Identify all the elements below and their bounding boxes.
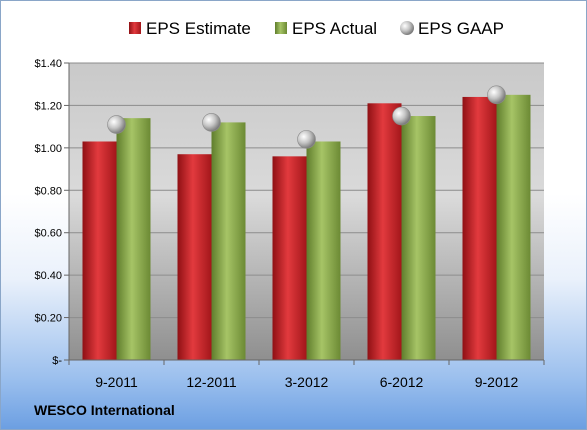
legend-marker-eps-gaap [400, 21, 414, 35]
x-tick-label: 12-2011 [186, 374, 237, 390]
y-tick-label: $0.40 [34, 270, 62, 282]
bar-eps-actual [496, 94, 531, 361]
x-tick-label: 6-2012 [380, 374, 424, 390]
bar-eps-estimate [82, 141, 117, 360]
bar-eps-estimate [367, 103, 402, 361]
marker-eps-gaap [392, 106, 411, 126]
x-tick-label: 3-2012 [285, 374, 329, 390]
marker-eps-gaap [487, 85, 506, 105]
bar-eps-actual [306, 141, 341, 360]
bar-eps-actual [401, 116, 436, 361]
x-tick-label: 9-2012 [475, 374, 519, 390]
y-tick-label: $1.20 [34, 100, 62, 112]
bar-eps-estimate [462, 96, 497, 360]
marker-eps-gaap [107, 115, 126, 134]
x-tick-label: 9-2011 [95, 374, 138, 390]
y-tick-label: $1.40 [34, 58, 62, 70]
bars [82, 94, 531, 361]
legend: EPS Estimate EPS Actual EPS GAAP [129, 19, 504, 38]
bar-eps-actual [116, 118, 151, 361]
legend-label-eps-estimate: EPS Estimate [146, 19, 251, 38]
y-tick-label: $0.60 [34, 228, 62, 240]
y-tick-label: $- [52, 355, 62, 367]
marker-eps-gaap [297, 130, 316, 149]
y-tick-label: $0.80 [34, 185, 62, 197]
legend-swatch-eps-estimate [129, 22, 141, 34]
bar-eps-estimate [272, 156, 307, 360]
gaap-markers [107, 85, 506, 149]
company-name: WESCO International [34, 402, 175, 418]
y-tick-label: $1.00 [34, 143, 62, 155]
y-tick-label: $0.20 [34, 313, 62, 325]
legend-label-eps-gaap: EPS GAAP [418, 19, 504, 38]
legend-label-eps-actual: EPS Actual [292, 19, 377, 38]
bar-eps-actual [211, 122, 246, 361]
marker-eps-gaap [202, 113, 221, 132]
bar-eps-estimate [177, 154, 212, 360]
y-axis: $- $0.20 $0.40 $0.60 $0.80 $1.00 $1.20 $1.40 [34, 58, 70, 367]
legend-swatch-eps-actual [275, 22, 287, 34]
x-axis: 9-2011 12-2011 3-2012 6-2012 9-2012 [68, 359, 545, 390]
